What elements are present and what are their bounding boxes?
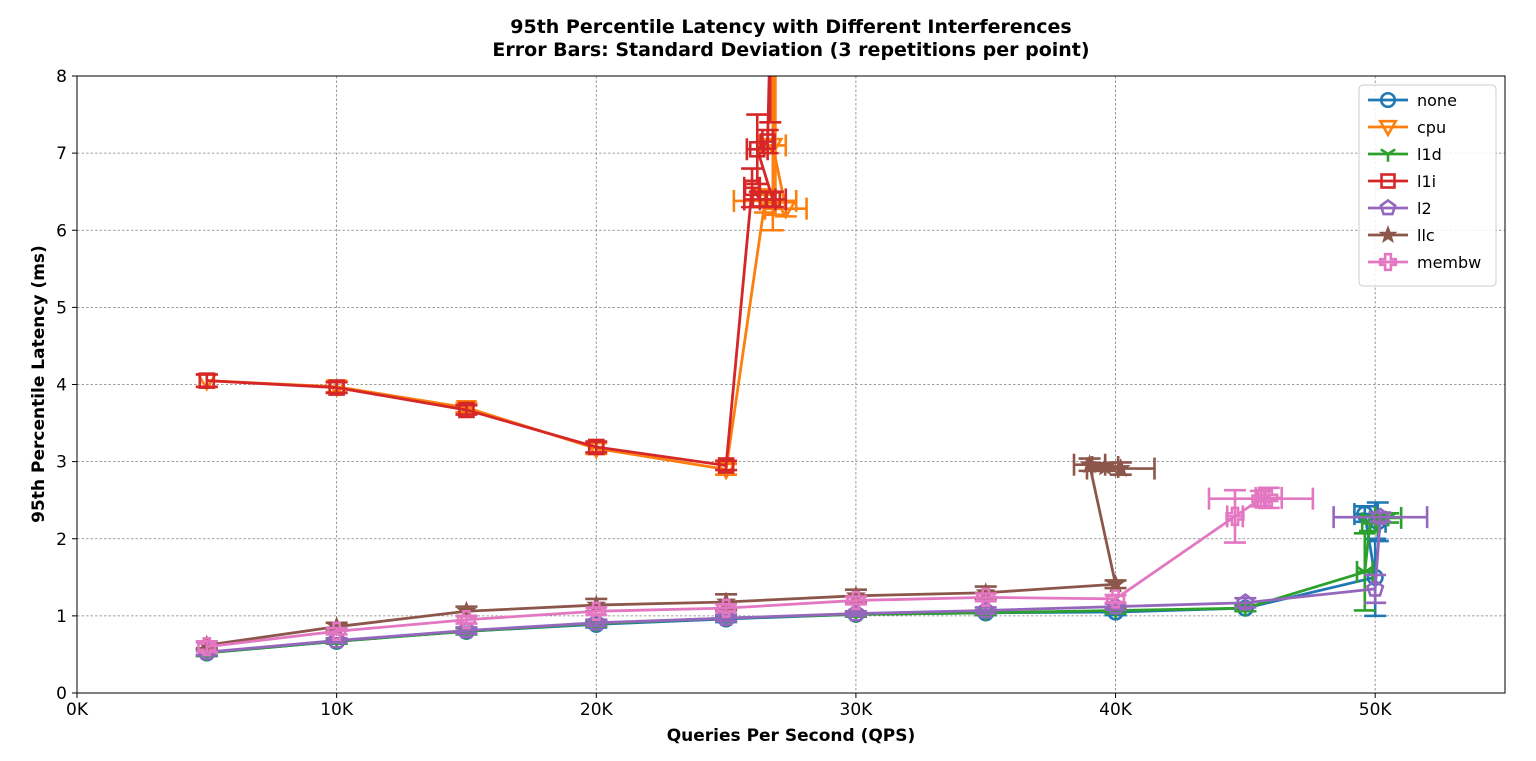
- legend-marker: [1378, 225, 1398, 244]
- legend-item-membw: membw: [1368, 252, 1481, 272]
- legend-marker: [1377, 119, 1399, 138]
- data-point: [1365, 579, 1385, 597]
- data-point: [759, 133, 776, 150]
- x-tick-label: 10K: [320, 700, 354, 720]
- legend-marker: [1379, 198, 1397, 216]
- chart-subtitle: Error Bars: Standard Deviation (3 repeti…: [492, 39, 1089, 61]
- plot-area: [195, 76, 1429, 662]
- legend-item-llc: llc: [1368, 225, 1435, 245]
- data-point: [976, 600, 995, 619]
- x-tick-label: 20K: [580, 700, 614, 720]
- y-tick-label: 1: [56, 607, 67, 627]
- error-bar: [1332, 506, 1429, 529]
- x-tick-label: 50K: [1359, 700, 1393, 720]
- chart-title: 95th Percentile Latency with Different I…: [510, 16, 1071, 38]
- data-point: [846, 603, 866, 622]
- data-point: [198, 372, 216, 389]
- series-line-l1i: [206, 76, 775, 467]
- data-point: [457, 620, 476, 639]
- data-point: [976, 587, 996, 608]
- data-point: [587, 613, 606, 631]
- data-point: [587, 438, 605, 456]
- x-tick-label: 0K: [66, 700, 89, 720]
- data-point: [1095, 456, 1116, 476]
- legend-label: l1d: [1417, 145, 1442, 164]
- legend-item-l1i: l1i: [1368, 172, 1436, 191]
- series-line-none: [206, 512, 1379, 655]
- grid: [77, 76, 1505, 693]
- x-tick-label: 40K: [1099, 700, 1133, 720]
- data-point: [327, 630, 346, 649]
- legend-marker: [1379, 91, 1397, 109]
- legend-item-l2: l2: [1368, 198, 1432, 218]
- legend-marker: [1380, 173, 1396, 189]
- data-point: [717, 457, 735, 474]
- data-point: [1225, 506, 1245, 527]
- legend-marker: [1380, 148, 1396, 162]
- error-bar: [1234, 596, 1257, 609]
- x-axis-label: Queries Per Second (QPS): [667, 726, 916, 746]
- data-point: [458, 401, 475, 419]
- series-l2: [195, 506, 1429, 660]
- data-point: [456, 610, 477, 630]
- y-tick-label: 0: [56, 684, 67, 704]
- legend-label: none: [1417, 91, 1457, 110]
- legend-item-none: none: [1368, 91, 1457, 110]
- data-point: [1105, 573, 1126, 593]
- legend-label: l2: [1417, 199, 1432, 218]
- y-tick-label: 3: [56, 453, 67, 473]
- data-point: [328, 379, 345, 396]
- legend-label: llc: [1417, 226, 1435, 245]
- y-tick-label: 4: [56, 376, 67, 396]
- data-point: [1259, 488, 1279, 508]
- x-tick-label: 30K: [840, 700, 874, 720]
- y-tick-label: 7: [56, 144, 67, 164]
- data-point: [326, 621, 347, 641]
- legend-label: cpu: [1417, 118, 1446, 137]
- legend-label: membw: [1417, 253, 1481, 272]
- legend-marker: [1378, 252, 1398, 272]
- y-tick-label: 5: [56, 298, 67, 318]
- series-line-l1d: [206, 516, 1389, 655]
- data-point: [1236, 593, 1255, 611]
- data-point: [764, 191, 782, 208]
- data-point: [846, 590, 866, 611]
- series-l1i: [195, 76, 788, 474]
- data-point: [586, 601, 606, 621]
- y-tick-label: 8: [56, 67, 67, 87]
- error-bar: [195, 640, 218, 654]
- series-membw: [195, 486, 1315, 657]
- data-point: [1105, 589, 1126, 609]
- legend: none cpu l1d l1i l2 llc membw: [1358, 84, 1497, 287]
- legend-label: l1i: [1417, 172, 1436, 191]
- legend-item-cpu: cpu: [1368, 118, 1446, 138]
- series-cpu: [195, 76, 808, 481]
- series-line-cpu: [206, 76, 788, 471]
- data-point: [716, 598, 736, 618]
- data-point: [1371, 507, 1390, 526]
- y-tick-label: 6: [56, 221, 67, 241]
- data-point: [197, 637, 217, 657]
- y-axis-label: 95th Percentile Latency (ms): [29, 245, 49, 523]
- legend-item-l1d: l1d: [1368, 145, 1442, 164]
- error-bar: [759, 76, 782, 124]
- y-tick-label: 2: [56, 530, 67, 550]
- data-point: [716, 608, 736, 627]
- data-point: [1110, 458, 1131, 478]
- axes-ticks: 0K 10K 20K 30K 40K 50K 0 1 2 3 4 5 6 7 8: [56, 67, 1392, 720]
